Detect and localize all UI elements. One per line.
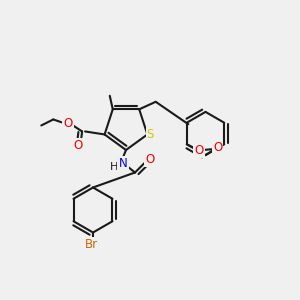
Text: O: O (74, 139, 83, 152)
Text: O: O (213, 141, 222, 154)
Text: S: S (147, 128, 154, 141)
Text: O: O (146, 152, 154, 166)
Text: Br: Br (85, 238, 98, 251)
Text: H: H (110, 161, 118, 172)
Text: O: O (194, 144, 203, 157)
Text: O: O (63, 118, 72, 130)
Text: N: N (118, 157, 127, 170)
